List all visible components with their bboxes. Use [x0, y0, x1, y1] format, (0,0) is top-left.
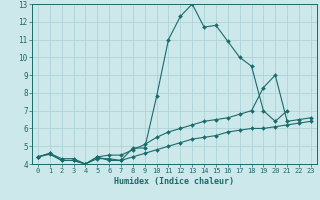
X-axis label: Humidex (Indice chaleur): Humidex (Indice chaleur) [115, 177, 234, 186]
